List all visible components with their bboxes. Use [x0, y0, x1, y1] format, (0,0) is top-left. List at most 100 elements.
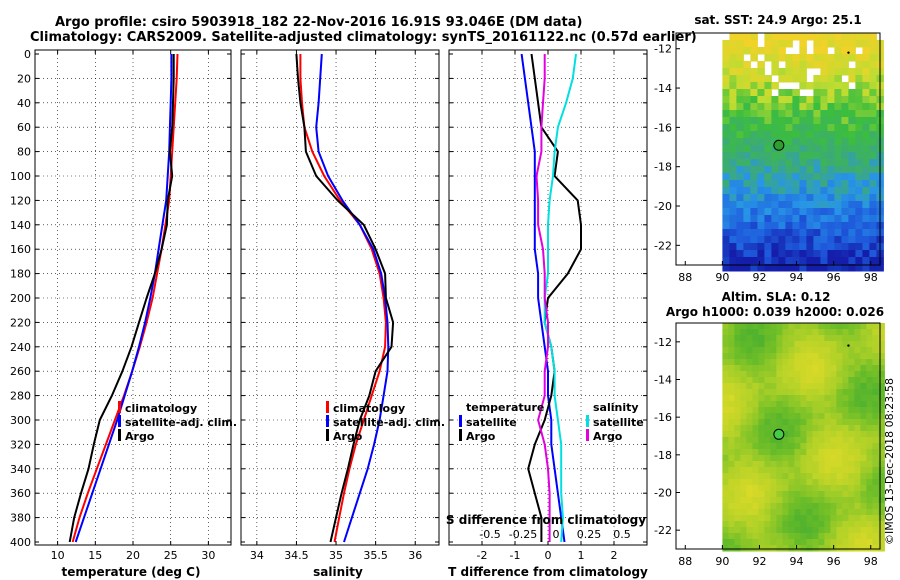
map-cell	[736, 110, 744, 118]
map-cell	[812, 401, 819, 408]
map-cell	[736, 173, 744, 181]
map-cell	[824, 347, 831, 354]
map-cell	[841, 243, 849, 251]
map-cell	[866, 359, 873, 366]
map-cell	[820, 82, 828, 90]
map-cell	[778, 208, 786, 216]
map-cell	[830, 395, 837, 402]
map-cell	[740, 371, 747, 378]
map-cell	[813, 257, 821, 265]
map-cell	[757, 117, 765, 125]
map-cell	[860, 425, 867, 432]
map-cell	[812, 347, 819, 354]
map-cell	[758, 377, 765, 384]
map-cell	[764, 539, 771, 546]
map-cell	[722, 329, 729, 336]
y-tick-label: 40	[17, 97, 31, 110]
map-cell	[764, 180, 772, 188]
map-cell	[729, 236, 737, 244]
map-cell	[740, 407, 747, 414]
map-cell	[830, 329, 837, 336]
map-cell	[758, 455, 765, 462]
map-cell	[854, 461, 861, 468]
y-tick-label: 240	[10, 341, 31, 354]
map-cell	[866, 383, 873, 390]
map-cell	[758, 419, 765, 426]
map-cell	[722, 82, 730, 90]
map-cell	[792, 117, 800, 125]
map-cell	[785, 96, 793, 104]
map-cell	[830, 473, 837, 480]
map-cell	[799, 243, 807, 251]
map-cell	[866, 509, 873, 516]
map-cell	[842, 527, 849, 534]
map-cell	[848, 443, 855, 450]
map-cell	[758, 533, 765, 540]
map-cell	[848, 467, 855, 474]
map-cell	[746, 419, 753, 426]
map-cell	[860, 461, 867, 468]
sst-map: 88 90 92 94 96 98-12-14-16-18-20-22	[654, 33, 884, 284]
map-cell	[820, 236, 828, 244]
map-cell	[771, 96, 779, 104]
map-cell	[736, 145, 744, 153]
map-cell	[740, 467, 747, 474]
map-cell	[842, 515, 849, 522]
x-tick-label: 35	[329, 549, 343, 562]
map-cell	[792, 264, 800, 272]
map-cell	[813, 82, 821, 90]
map-cell	[841, 138, 849, 146]
map-cell	[771, 236, 779, 244]
map-cell	[855, 257, 863, 265]
map-cell	[862, 47, 870, 55]
map-cell	[736, 75, 744, 83]
x-tick-label: 35.5	[363, 549, 388, 562]
map-cell	[806, 539, 813, 546]
map-cell	[794, 521, 801, 528]
map-cell	[848, 335, 855, 342]
map-cell	[872, 455, 879, 462]
map-cell	[820, 61, 828, 69]
map-cell	[806, 215, 814, 223]
map-cell	[869, 47, 877, 55]
map-cell	[743, 82, 751, 90]
map-cell	[788, 371, 795, 378]
map-cell	[866, 347, 873, 354]
map-cell	[800, 467, 807, 474]
map-cell	[812, 389, 819, 396]
map-cell	[764, 479, 771, 486]
map-cell	[830, 425, 837, 432]
map-cell	[729, 243, 737, 251]
map-cell	[855, 131, 863, 139]
map-cell	[734, 497, 741, 504]
map-cell	[722, 431, 729, 438]
map-cell	[734, 485, 741, 492]
map-cell	[841, 222, 849, 230]
map-cell	[776, 443, 783, 450]
map-cell	[771, 173, 779, 181]
map-cell	[757, 159, 765, 167]
map-cell	[800, 389, 807, 396]
difference-legend: temperature salinity satellite Argo sate…	[459, 401, 644, 443]
map-cell	[776, 323, 783, 330]
map-cell	[758, 335, 765, 342]
map-cell	[792, 159, 800, 167]
map-cell	[778, 131, 786, 139]
map-cell	[770, 365, 777, 372]
map-cell	[860, 485, 867, 492]
map-cell	[869, 243, 877, 251]
map-cell	[788, 545, 795, 552]
map-cell	[782, 389, 789, 396]
map-cell	[866, 431, 873, 438]
map-cell	[746, 389, 753, 396]
map-cell	[758, 389, 765, 396]
map-cell	[866, 329, 873, 336]
map-cell	[855, 110, 863, 118]
map-cell	[743, 110, 751, 118]
map-cell	[782, 365, 789, 372]
map-cell	[758, 329, 765, 336]
map-cell	[818, 347, 825, 354]
map-cell	[785, 201, 793, 209]
map-cell	[750, 208, 758, 216]
map-cell	[743, 257, 751, 265]
